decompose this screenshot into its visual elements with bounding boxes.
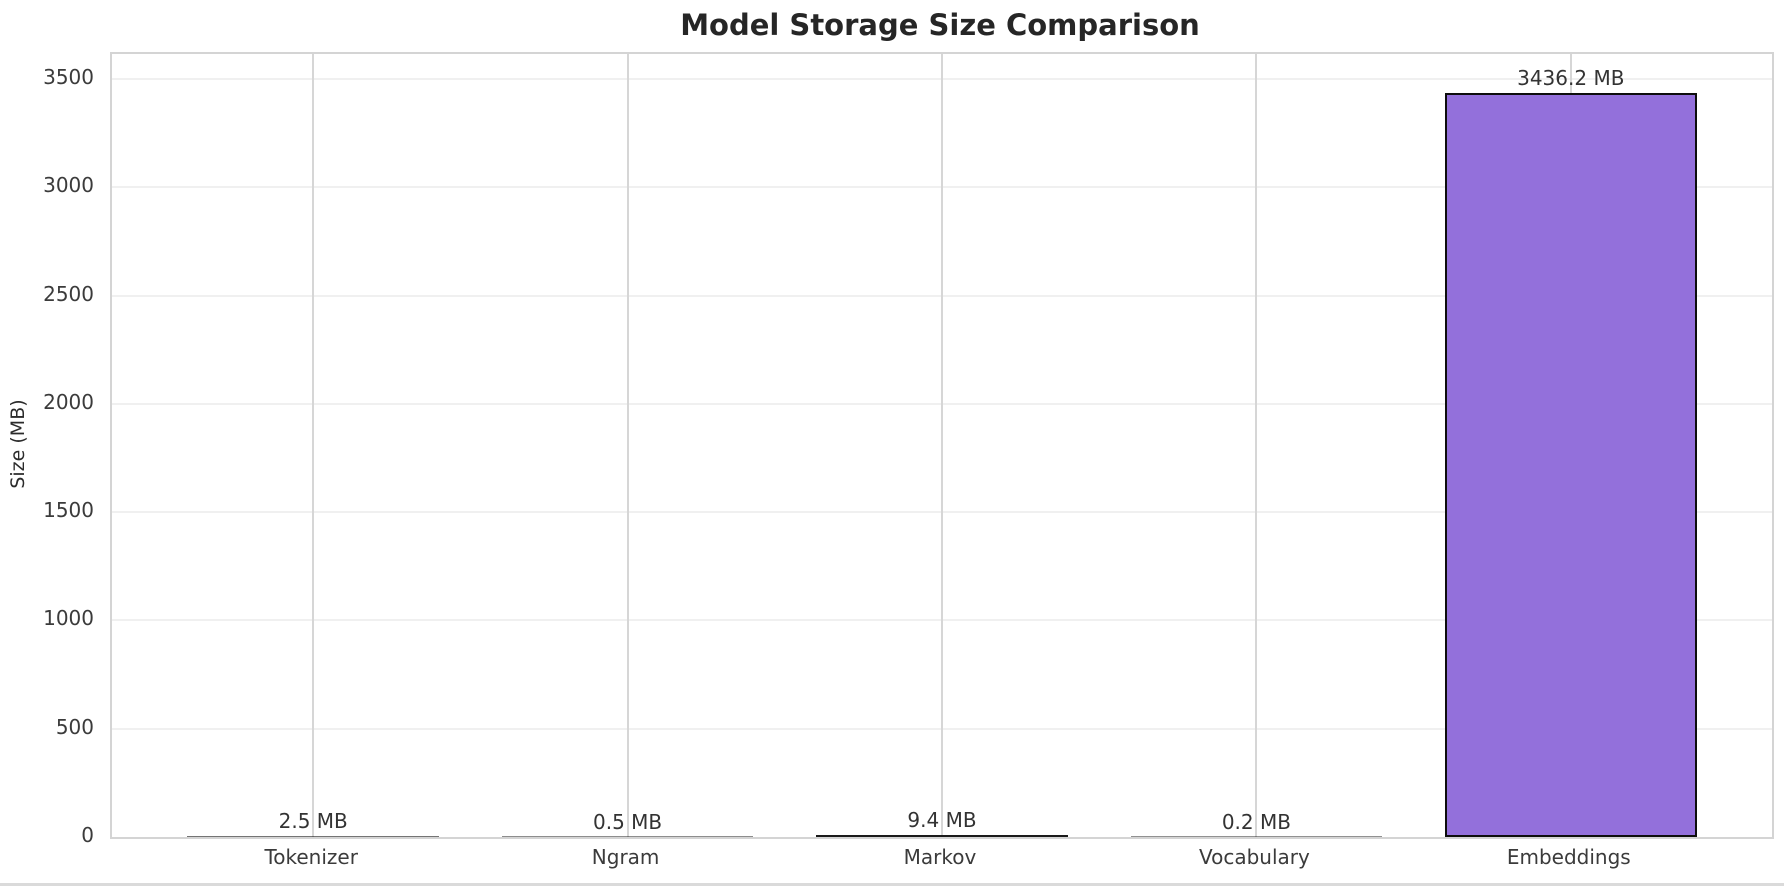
gridline-vertical <box>941 54 943 837</box>
bar-value-label: 2.5 MB <box>278 809 348 834</box>
y-tick-label: 0 <box>81 823 94 847</box>
bar-ngram <box>501 835 754 837</box>
gridline-vertical <box>1255 54 1258 837</box>
chart-title: Model Storage Size Comparison <box>680 8 1200 42</box>
bar-embeddings <box>1445 92 1697 837</box>
y-tick-label: 1000 <box>43 606 94 631</box>
bar-tokenizer <box>187 835 439 837</box>
x-tick-label: Markov <box>903 845 977 869</box>
y-tick-label: 2000 <box>43 389 94 414</box>
x-tick-label: Embeddings <box>1506 845 1631 869</box>
x-tick-label: Tokenizer <box>264 845 358 869</box>
y-tick-label: 1500 <box>43 498 94 523</box>
bar-value-label: 0.2 MB <box>1221 809 1291 834</box>
y-tick-label: 2500 <box>43 281 94 306</box>
y-tick-label: 3500 <box>43 64 94 89</box>
y-tick-label: 500 <box>55 714 94 739</box>
y-tick-label: 3000 <box>43 173 94 198</box>
x-tick-label: Vocabulary <box>1198 845 1310 869</box>
bar-markov <box>816 834 1068 837</box>
bar-vocabulary <box>1130 835 1383 837</box>
gridline-vertical <box>312 54 315 837</box>
x-tick-label: Ngram <box>591 845 660 869</box>
bar-value-label: 0.5 MB <box>593 809 663 834</box>
plot-area: 2.5 MB 0.5 MB 9.4 MB 0.2 MB 3436.2 MB <box>110 52 1774 839</box>
bar-value-label: 9.4 MB <box>907 807 977 832</box>
window-bottom-edge <box>0 883 1784 886</box>
bar-value-label: 3436.2 MB <box>1517 65 1625 90</box>
gridline-vertical <box>626 54 629 837</box>
